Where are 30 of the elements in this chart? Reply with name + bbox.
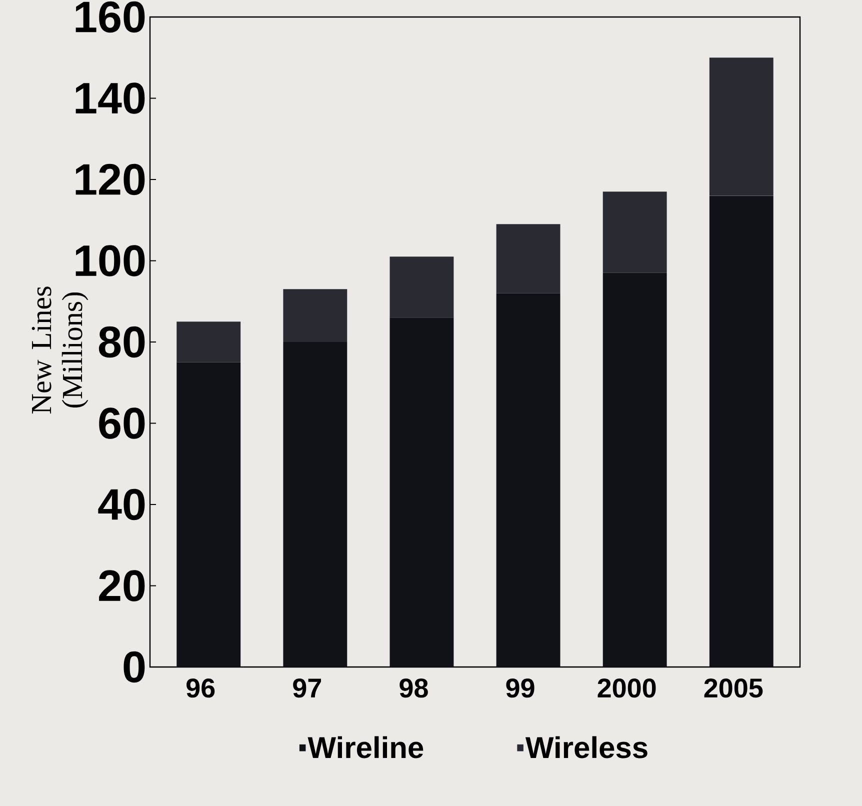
bar (496, 224, 560, 294)
bar (496, 293, 560, 668)
y-tick-label: 140 (76, 82, 145, 114)
y-tick-label: 40 (98, 488, 145, 520)
bar (602, 192, 667, 273)
x-tick-label: 2005 (704, 678, 763, 698)
legend-label: Wireline (308, 736, 424, 758)
bar (709, 58, 774, 196)
x-tick-label: 98 (400, 678, 428, 698)
bar (176, 322, 241, 362)
y-axis-title: New Lines (Millions) (32, 286, 88, 414)
x-tick-label: 96 (186, 678, 215, 698)
x-tick-label: 99 (506, 678, 534, 698)
bar (283, 342, 348, 668)
bar (283, 289, 348, 342)
x-tick-label: 2000 (598, 678, 656, 698)
bar (390, 318, 454, 668)
y-tick-label: 0 (124, 651, 145, 683)
bar (176, 362, 241, 668)
bar (390, 256, 454, 318)
y-tick-label: 100 (76, 245, 145, 276)
y-tick-label: 160 (76, 1, 145, 33)
legend-label: Wireless (525, 736, 648, 758)
y-tick-label: 20 (99, 570, 145, 602)
bar (602, 272, 667, 668)
y-tick-label: 60 (99, 408, 145, 439)
x-tick-label: 97 (293, 678, 321, 698)
y-tick-label: 120 (76, 164, 145, 196)
y-tick-label: 80 (98, 326, 145, 358)
bar (709, 196, 774, 668)
